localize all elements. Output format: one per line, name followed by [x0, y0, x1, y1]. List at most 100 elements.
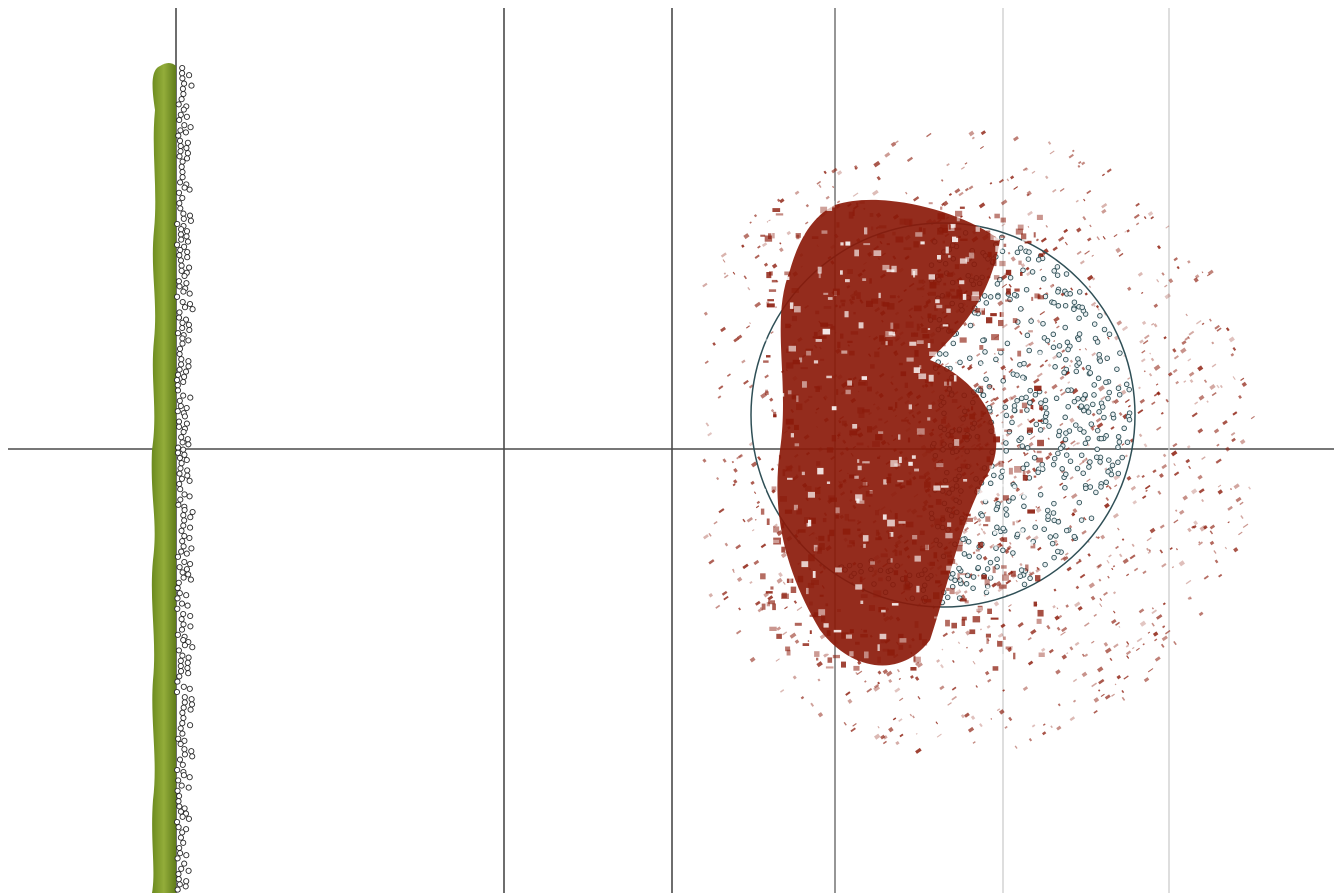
core-mark	[971, 294, 980, 301]
core-mark	[895, 484, 901, 487]
shell-point	[1091, 392, 1097, 398]
point-marker	[175, 101, 182, 108]
core-mark	[1022, 470, 1026, 476]
core-mark	[986, 317, 993, 324]
core-mark	[770, 650, 775, 657]
scatter-mark	[1213, 428, 1220, 434]
core-mark	[909, 341, 917, 346]
scatter-mark	[1002, 689, 1005, 692]
core-mark	[913, 655, 916, 662]
core-mark	[942, 240, 945, 244]
core-mark	[924, 544, 929, 550]
scatter-mark	[914, 676, 920, 681]
core-mark	[988, 385, 993, 388]
point-marker	[179, 709, 186, 716]
shell-point	[1101, 326, 1108, 333]
core-mark	[908, 404, 912, 410]
scatter-mark	[1127, 404, 1131, 408]
point-marker	[174, 886, 181, 893]
scatter-mark	[1187, 527, 1192, 533]
shell-point	[1062, 414, 1068, 421]
shell-point	[1014, 249, 1021, 256]
shell-point	[1105, 395, 1111, 402]
scatter-mark	[1213, 550, 1217, 554]
core-mark	[924, 661, 928, 666]
point-marker	[186, 685, 193, 692]
scatter-mark	[805, 204, 810, 208]
shell-point	[1021, 581, 1028, 588]
scatter-mark	[1065, 447, 1070, 451]
shell-point	[1004, 340, 1011, 347]
core-mark	[886, 269, 895, 273]
scatter-mark	[1119, 553, 1123, 558]
core-mark	[767, 303, 775, 308]
scatter-mark	[1152, 469, 1157, 474]
scatter-mark	[1099, 603, 1103, 608]
core-mark	[937, 227, 944, 235]
scatter-mark	[1092, 277, 1096, 281]
shell-point	[1042, 397, 1049, 404]
core-mark	[776, 664, 781, 668]
shell-point	[1076, 360, 1082, 366]
core-mark	[830, 325, 836, 330]
point-marker	[179, 324, 186, 332]
scatter-mark	[1232, 376, 1236, 380]
core-mark	[1028, 564, 1037, 571]
core-mark	[882, 648, 890, 652]
point-marker	[176, 252, 183, 259]
point-marker	[176, 756, 184, 763]
scatter-mark	[1088, 582, 1095, 589]
core-mark	[771, 279, 777, 283]
scatter-mark	[1105, 484, 1109, 488]
core-mark	[961, 619, 966, 626]
point-marker	[177, 486, 184, 493]
core-mark	[1012, 521, 1015, 526]
core-mark	[946, 565, 953, 571]
point-marker	[178, 475, 185, 482]
scatter-mark	[1078, 558, 1082, 563]
core-mark	[817, 548, 822, 554]
scatter-mark	[1184, 336, 1190, 341]
core-mark	[826, 447, 834, 453]
core-mark	[841, 303, 845, 307]
scatter-mark	[1173, 519, 1179, 524]
scatter-mark	[1143, 443, 1148, 448]
scatter-mark	[1019, 562, 1023, 567]
scatter-mark	[1233, 547, 1239, 553]
core-mark	[918, 633, 922, 641]
scatter-mark	[1176, 265, 1180, 270]
scatter-mark	[1106, 559, 1110, 564]
point-marker	[179, 335, 186, 342]
core-mark	[997, 348, 1005, 351]
core-mark	[975, 549, 980, 552]
core-mark	[773, 594, 776, 598]
shell-point	[1067, 291, 1073, 297]
scatter-mark	[1055, 669, 1061, 675]
core-mark	[839, 305, 842, 309]
shell-point	[1062, 484, 1068, 491]
shell-point	[1053, 395, 1060, 402]
core-mark	[849, 651, 854, 657]
shell-point	[1062, 436, 1069, 443]
shell-point	[1002, 404, 1009, 410]
scatter-mark	[1146, 547, 1150, 551]
point-marker	[180, 772, 187, 779]
core-mark	[1024, 240, 1032, 244]
scatter-mark	[915, 661, 920, 666]
core-mark	[972, 616, 981, 623]
scatter-mark	[1108, 554, 1112, 558]
scatter-mark	[1072, 442, 1079, 447]
shell-point	[1075, 395, 1081, 402]
scatter-mark	[964, 526, 969, 532]
shell-point	[1082, 440, 1089, 447]
scatter-mark	[757, 456, 762, 461]
core-mark	[1003, 243, 1007, 247]
scatter-mark	[1159, 524, 1165, 529]
scatter-mark	[995, 414, 999, 418]
scatter-mark	[1201, 498, 1205, 503]
scatter-mark	[1235, 496, 1242, 503]
scatter-mark	[1124, 230, 1127, 233]
scatter-mark	[1107, 336, 1110, 340]
core-mark	[784, 509, 793, 514]
